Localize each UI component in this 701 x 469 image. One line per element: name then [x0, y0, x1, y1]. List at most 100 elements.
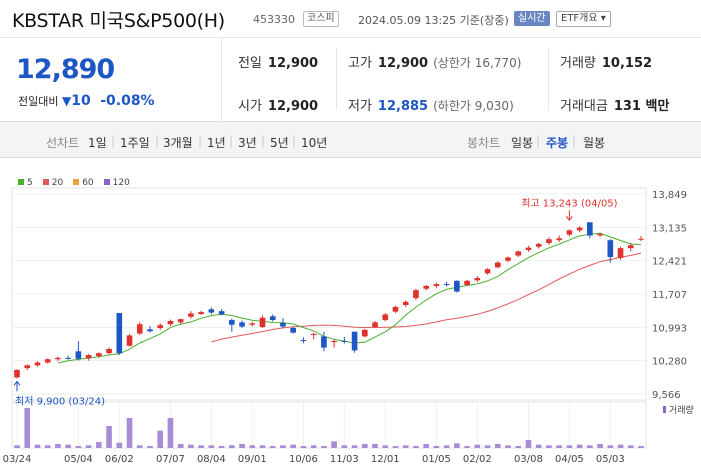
volume-bar	[535, 444, 542, 448]
candle-body	[167, 320, 174, 325]
period-5y[interactable]: 5년	[270, 136, 289, 150]
candle-body	[535, 243, 542, 247]
x-tick-label: 12/01	[371, 454, 400, 465]
legend-item-ma20[interactable]: 20	[42, 178, 63, 188]
volume-bar	[44, 445, 51, 448]
candle-daily[interactable]: 일봉	[511, 136, 534, 150]
down-arrow-icon: ▼	[61, 94, 72, 108]
divider	[336, 48, 337, 110]
volume-bar	[423, 444, 429, 448]
volume-bar	[188, 444, 194, 448]
volume-bar	[556, 445, 562, 448]
volume-bar	[167, 418, 174, 448]
divider: |	[155, 134, 160, 148]
y-tick-label: 10,280	[652, 357, 687, 368]
period-3m[interactable]: 3개월	[163, 136, 193, 150]
volume-bar	[566, 445, 573, 448]
candle-body	[239, 322, 245, 327]
volume-bar	[177, 444, 184, 448]
volume-bar	[392, 446, 399, 448]
candle-body	[494, 262, 501, 268]
volume-bar	[136, 445, 143, 448]
prev-close: 전일 12,900	[238, 56, 319, 71]
candle-body	[106, 348, 112, 354]
realtime-badge[interactable]: 실시간	[514, 11, 550, 26]
volume-bar	[106, 426, 112, 448]
volume-bar	[515, 446, 522, 448]
market-badge: 코스피	[303, 11, 339, 27]
volume-bar	[638, 446, 644, 448]
candle-body	[136, 324, 143, 334]
candle-body	[157, 325, 164, 328]
divider: |	[292, 134, 297, 148]
volume-bar	[382, 445, 389, 448]
candle-body	[423, 285, 429, 289]
candle-weekly[interactable]: 주봉	[546, 136, 569, 150]
chart-toolbar: 선차트 1일 | 1주일 | 3개월 | 1년 | 3년 | 5년 | 10년 …	[0, 122, 701, 158]
volume-bar	[464, 446, 470, 448]
volume-bar	[494, 444, 501, 448]
candle-body	[290, 327, 297, 333]
volume-bar	[597, 444, 603, 448]
candle-body	[126, 335, 133, 346]
etf-info-button[interactable]: ETF개요 ▾	[556, 11, 611, 27]
period-10y[interactable]: 10년	[301, 136, 328, 150]
candle-body	[505, 257, 511, 261]
volume-bar	[341, 445, 348, 448]
volume-bar	[443, 445, 450, 448]
volume-bar	[372, 444, 378, 448]
candle-body	[14, 369, 20, 378]
high-price: 고가 12,900 (상한가 16,770)	[348, 56, 522, 71]
candle-body	[454, 280, 460, 292]
volume-bar	[218, 446, 225, 448]
candle-body	[96, 353, 102, 356]
volume-bar	[627, 445, 634, 448]
candle-body	[331, 341, 337, 343]
volume-bar	[310, 445, 317, 448]
candle-body	[597, 234, 603, 236]
legend-label: 5	[27, 178, 33, 188]
chart-legend: 5 20 60 120	[18, 178, 140, 188]
period-1w[interactable]: 1주일	[120, 136, 150, 150]
volume-bar	[147, 446, 153, 448]
open-price: 시가 12,900	[238, 99, 319, 114]
candle-body	[525, 247, 532, 250]
volume-bar	[587, 445, 593, 448]
header: KBSTAR 미국S&P500(H) 453330 코스피 2024.05.09…	[0, 0, 701, 38]
legend-item-ma60[interactable]: 60	[73, 178, 94, 188]
legend-item-ma120[interactable]: 120	[103, 178, 130, 188]
candle-body	[392, 306, 399, 312]
candle-monthly[interactable]: 월봉	[583, 136, 606, 150]
candle-body	[556, 238, 562, 241]
volume-bar	[576, 444, 583, 448]
price-change: 전일대비 ▼10 -0.08%	[18, 93, 155, 109]
change-value: 10	[71, 93, 91, 109]
legend-item-ma5[interactable]: 5	[18, 178, 33, 188]
candle-body	[433, 284, 440, 286]
candle-body	[249, 323, 256, 325]
x-tick-label: 02/02	[463, 454, 492, 465]
candle-body	[607, 240, 614, 257]
chart-canvas[interactable]: 13,849 13,135 12,421 11,707 10,993 10,280 9,56…	[0, 170, 701, 469]
volume-bar	[269, 446, 276, 448]
candle-body	[310, 334, 317, 336]
legend-swatch	[18, 179, 24, 185]
candlestick-chart[interactable]: 5 20 60 120 13,849 13,135 12,421 11,707 10,993 1…	[0, 170, 701, 469]
low-annotation: 최저 9,900 (03/24)	[15, 395, 105, 407]
stock-code: 453330	[253, 13, 295, 26]
divider	[548, 48, 549, 110]
timestamp: 2024.05.09 13:25 기준(장중)	[358, 14, 509, 27]
period-3y[interactable]: 3년	[238, 136, 257, 150]
candle-body	[24, 365, 31, 369]
period-1d[interactable]: 1일	[88, 136, 107, 150]
volume-bar	[259, 445, 266, 448]
candle-body	[361, 329, 368, 337]
current-price: 12,890	[16, 54, 115, 85]
volume-bar	[361, 444, 368, 448]
candle-body	[44, 359, 51, 363]
volume-plot-frame	[11, 401, 647, 449]
period-1y[interactable]: 1년	[207, 136, 226, 150]
candle-body	[208, 309, 215, 313]
volume-bar	[413, 446, 419, 448]
candle-body	[177, 319, 184, 323]
